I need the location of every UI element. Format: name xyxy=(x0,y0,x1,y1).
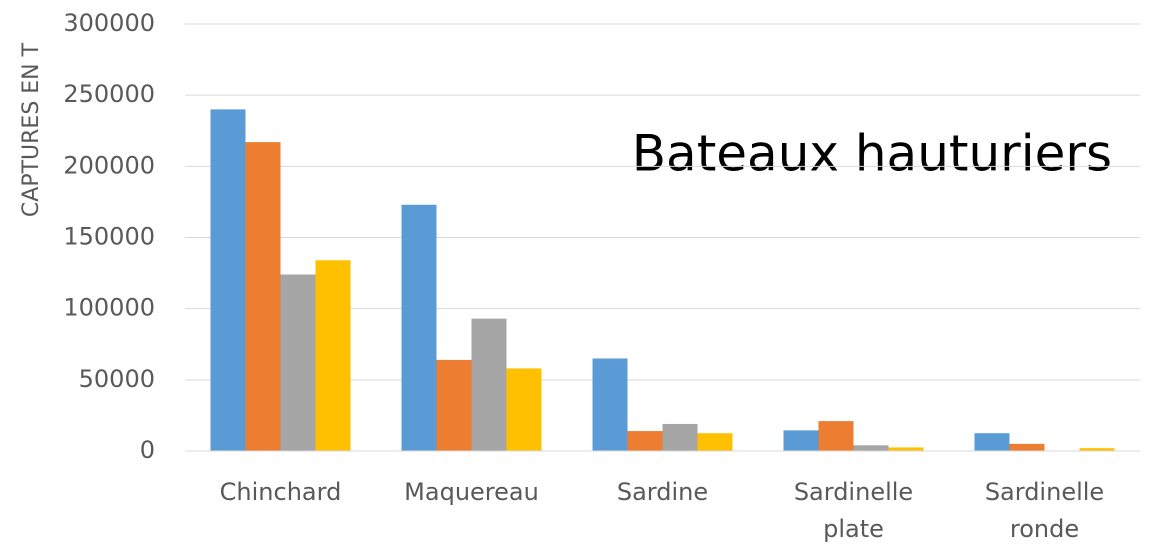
bar xyxy=(662,423,698,451)
bar xyxy=(436,359,472,451)
y-tick-label: 100000 xyxy=(63,294,155,322)
bar xyxy=(627,431,663,451)
y-tick-label: 150000 xyxy=(63,223,155,251)
annotation: Bateaux hauturiers xyxy=(632,125,1112,183)
y-tick-label: 200000 xyxy=(63,151,155,179)
bar xyxy=(783,430,819,451)
bar xyxy=(1079,448,1115,451)
bar xyxy=(401,204,437,451)
x-tick-label: Maquereau xyxy=(404,478,539,506)
x-tick-label: Sardinelle plate xyxy=(794,478,913,543)
bar xyxy=(853,445,889,451)
y-tick-label: 0 xyxy=(140,436,155,464)
bar xyxy=(210,109,246,452)
y-tick-label: 250000 xyxy=(63,80,155,108)
y-tick-label: 300000 xyxy=(63,9,155,37)
bar xyxy=(315,260,351,451)
bar xyxy=(506,368,542,451)
bar xyxy=(1009,443,1045,451)
x-tick-label: Sardinelle ronde xyxy=(985,478,1104,543)
x-tick-label: Chinchard xyxy=(220,478,342,506)
bar xyxy=(818,421,854,451)
bar xyxy=(888,447,924,451)
y-tick-label: 50000 xyxy=(79,365,155,393)
bar xyxy=(471,318,507,451)
bar xyxy=(974,433,1010,451)
bar xyxy=(697,433,733,451)
bar xyxy=(592,358,628,451)
bar xyxy=(280,274,316,451)
y-axis-label: CAPTURES EN T xyxy=(19,42,44,217)
bar xyxy=(245,142,281,452)
x-tick-label: Sardine xyxy=(617,478,708,506)
